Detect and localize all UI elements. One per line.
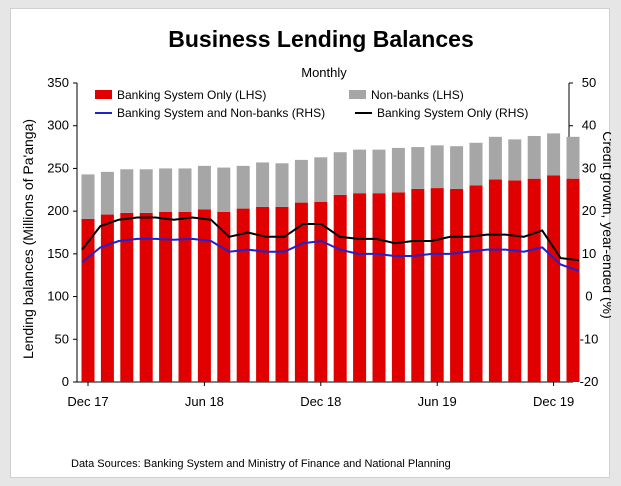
bar-non-banks — [372, 149, 386, 194]
chart-title: Business Lending Balances — [168, 26, 473, 52]
bar-non-banks — [430, 145, 444, 189]
legend-label: Banking System and Non-banks (RHS) — [117, 106, 325, 120]
bar-non-banks — [236, 165, 250, 209]
y2-tick-label: 0 — [585, 289, 592, 304]
bar-non-banks — [488, 136, 502, 180]
bar-non-banks — [139, 169, 153, 213]
y2-tick-label: 30 — [582, 160, 596, 175]
chart-svg: Business Lending Balances Monthly Lendin… — [20, 26, 611, 470]
y-tick-label: 150 — [47, 246, 69, 261]
bar-non-banks — [120, 169, 134, 213]
bar-non-banks — [411, 147, 425, 189]
y-axis-label: Lending balances (Millions of Pa'anga) — [20, 119, 36, 359]
bar-banking-system — [217, 211, 231, 382]
bar-banking-system — [450, 188, 464, 382]
bar-banking-system — [256, 206, 270, 382]
bar-banking-system — [469, 185, 483, 382]
legend-label: Banking System Only (RHS) — [377, 106, 528, 120]
bar-banking-system — [197, 209, 211, 382]
bar-banking-system — [430, 188, 444, 382]
bar-non-banks — [527, 135, 541, 179]
bar-banking-system — [547, 175, 561, 382]
bar-non-banks — [159, 168, 173, 212]
y-tick-label: 50 — [55, 331, 69, 346]
bar-non-banks — [508, 139, 522, 181]
bar-banking-system — [178, 211, 192, 382]
bar-banking-system — [566, 178, 580, 382]
y-tick-label: 200 — [47, 203, 69, 218]
bar-non-banks — [314, 157, 328, 202]
line-banks-and-nonbanks — [81, 237, 580, 272]
bar-banking-system — [294, 202, 308, 382]
y-tick-label: 0 — [62, 374, 69, 389]
y-tick-label: 250 — [47, 160, 69, 175]
y2-tick-label: -10 — [580, 331, 599, 346]
y2-tick-label: -20 — [580, 374, 599, 389]
y2-tick-label: 20 — [582, 203, 596, 218]
bar-non-banks — [566, 136, 580, 179]
line-banking-only — [81, 216, 580, 262]
bar-banking-system — [508, 180, 522, 382]
x-tick-label: Dec 17 — [67, 394, 108, 409]
bar-non-banks — [275, 163, 289, 207]
y-tick-label: 100 — [47, 289, 69, 304]
y2-tick-label: 40 — [582, 118, 596, 133]
bar-non-banks — [197, 165, 211, 210]
y2-tick-label: 50 — [582, 75, 596, 90]
bar-banking-system — [372, 193, 386, 382]
bar-banking-system — [353, 193, 367, 382]
bar-banking-system — [275, 206, 289, 382]
bar-non-banks — [353, 149, 367, 194]
x-tick-label: Jun 19 — [418, 394, 457, 409]
bar-banking-system — [120, 212, 134, 382]
bar-non-banks — [469, 142, 483, 186]
bar-non-banks — [391, 147, 405, 193]
bar-non-banks — [256, 162, 270, 207]
bar-banking-system — [411, 188, 425, 382]
x-tick-label: Dec 18 — [300, 394, 341, 409]
bar-banking-system — [527, 178, 541, 382]
bar-non-banks — [450, 146, 464, 189]
chart-subtitle: Monthly — [301, 65, 347, 80]
y2-axis-label: Credit growth, year-ended (%) — [600, 131, 611, 319]
legend-label: Banking System Only (LHS) — [117, 88, 266, 102]
y-tick-label: 300 — [47, 118, 69, 133]
legend-swatch — [349, 90, 366, 99]
x-tick-label: Jun 18 — [185, 394, 224, 409]
bar-non-banks — [178, 168, 192, 212]
bar-banking-system — [488, 179, 502, 382]
bar-banking-system — [314, 201, 328, 382]
bar-banking-system — [100, 214, 114, 382]
bar-banking-system — [139, 212, 153, 382]
source-note: Data Sources: Banking System and Ministr… — [71, 458, 451, 470]
legend-swatch — [95, 90, 112, 99]
chart-frame: Business Lending Balances Monthly Lendin… — [10, 8, 611, 478]
bar-non-banks — [333, 152, 347, 195]
bar-banking-system — [236, 208, 250, 382]
bar-non-banks — [81, 174, 95, 219]
bar-banking-system — [391, 192, 405, 382]
bar-non-banks — [547, 133, 561, 176]
y-tick-label: 350 — [47, 75, 69, 90]
bar-non-banks — [100, 171, 114, 215]
y2-tick-label: 10 — [582, 246, 596, 261]
bar-banking-system — [333, 194, 347, 382]
x-tick-label: Dec 19 — [533, 394, 574, 409]
bar-banking-system — [159, 211, 173, 382]
plot-area: 0 50 100 150 200 250 300 350 -20 -10 0 10 20 30 40 50 De… — [47, 75, 598, 409]
bar-non-banks — [217, 167, 231, 212]
legend-label: Non-banks (LHS) — [371, 88, 464, 102]
bar-non-banks — [294, 159, 308, 203]
